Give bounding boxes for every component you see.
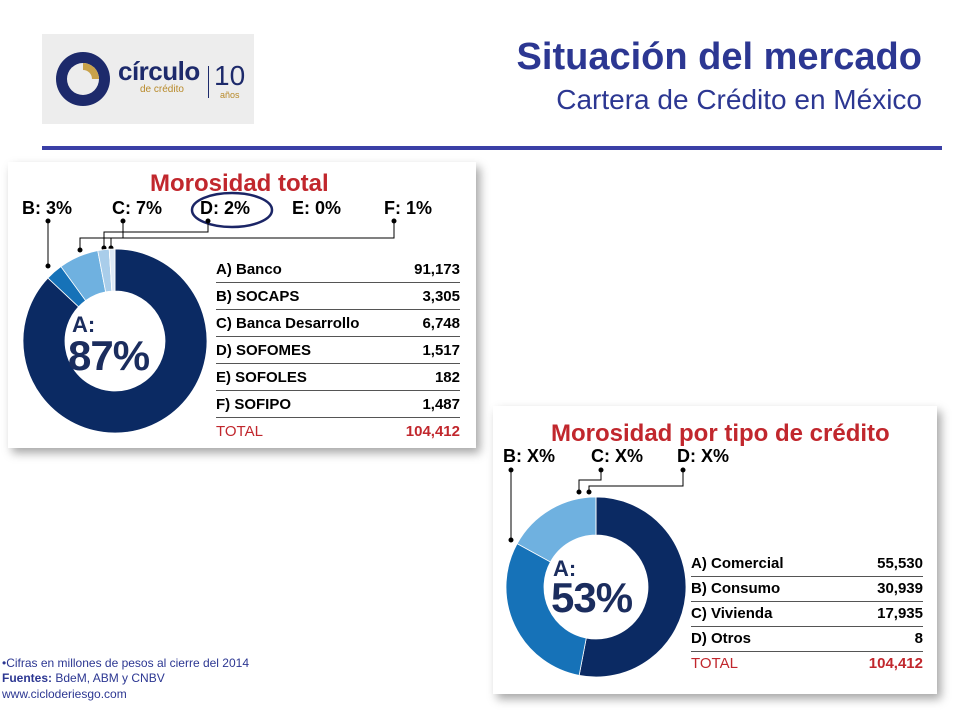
morosidad-total-panel: Morosidad total B: 3% C: 7% D: 2% E: 0% … bbox=[8, 162, 476, 448]
row-label: D) SOFOMES bbox=[216, 342, 312, 359]
company-logo: círculo de crédito 10 años bbox=[42, 34, 254, 124]
row-label: D) Otros bbox=[691, 630, 751, 647]
footnote-units: •Cifras en millones de pesos al cierre d… bbox=[2, 656, 249, 670]
table-row: C) Banca Desarrollo 6,748 bbox=[216, 310, 460, 337]
segment-label-e: E: 0% bbox=[292, 198, 342, 218]
row-value: 55,530 bbox=[877, 555, 923, 572]
row-value: 6,748 bbox=[422, 315, 460, 332]
row-label: C) Banca Desarrollo bbox=[216, 315, 360, 332]
segment-label-c: C: 7% bbox=[112, 198, 163, 218]
slice-f bbox=[108, 248, 116, 292]
segment-label-c: C: X% bbox=[591, 446, 644, 466]
slice-b bbox=[505, 543, 587, 676]
table-row: C) Vivienda 17,935 bbox=[691, 600, 923, 627]
row-value: 8 bbox=[914, 630, 923, 647]
table-row: B) Consumo 30,939 bbox=[691, 575, 923, 602]
table-row: A) Comercial 55,530 bbox=[691, 550, 923, 577]
footnote-website: www.cicloderiesgo.com bbox=[2, 687, 127, 701]
row-label: B) Consumo bbox=[691, 580, 781, 597]
header-divider bbox=[42, 146, 942, 150]
table-row: A) Banco 91,173 bbox=[216, 256, 460, 283]
donut-chart-total bbox=[22, 248, 208, 434]
row-value: 1,487 bbox=[422, 396, 460, 413]
panel-title: Morosidad por tipo de crédito bbox=[551, 420, 890, 447]
table-total-row: TOTAL 104,412 bbox=[216, 418, 460, 444]
table-row: F) SOFIPO 1,487 bbox=[216, 391, 460, 418]
center-value: 53% bbox=[551, 574, 633, 621]
total-label: TOTAL bbox=[216, 423, 263, 440]
table-row: E) SOFOLES 182 bbox=[216, 364, 460, 391]
segment-leader-lines bbox=[508, 467, 686, 543]
row-label: A) Comercial bbox=[691, 555, 784, 572]
sources-label: Fuentes: bbox=[2, 671, 53, 685]
table-row: B) SOCAPS 3,305 bbox=[216, 283, 460, 310]
table-total-row: TOTAL 104,412 bbox=[691, 650, 923, 676]
logo-mark-icon bbox=[56, 52, 110, 106]
total-value: 104,412 bbox=[868, 655, 923, 672]
row-value: 91,173 bbox=[414, 261, 460, 278]
logo-brand: círculo bbox=[118, 56, 200, 86]
row-value: 1,517 bbox=[422, 342, 460, 359]
row-label: C) Vivienda bbox=[691, 605, 773, 622]
segment-label-f: F: 1% bbox=[384, 198, 433, 218]
center-label: A: bbox=[553, 556, 577, 581]
row-label: A) Banco bbox=[216, 261, 282, 278]
row-value: 30,939 bbox=[877, 580, 923, 597]
segment-label-b: B: X% bbox=[503, 446, 556, 466]
row-value: 182 bbox=[434, 369, 460, 386]
segment-label-b: B: 3% bbox=[22, 198, 73, 218]
segment-leader-lines bbox=[45, 191, 397, 269]
sources-value: BdeM, ABM y CNBV bbox=[52, 671, 165, 685]
logo-brand-sub: de crédito bbox=[140, 84, 184, 95]
table-row: D) Otros 8 bbox=[691, 625, 923, 652]
slice-a bbox=[22, 248, 208, 434]
page-subtitle: Cartera de Crédito en México bbox=[556, 84, 922, 115]
donut-chart-tipo bbox=[505, 496, 687, 678]
total-label: TOTAL bbox=[691, 655, 738, 672]
page-title: Situación del mercado bbox=[516, 36, 922, 78]
row-value: 3,305 bbox=[422, 288, 460, 305]
center-label: A: bbox=[72, 312, 96, 337]
row-value: 17,935 bbox=[877, 605, 923, 622]
logo-years: 10 bbox=[214, 60, 246, 91]
logo-divider bbox=[208, 66, 209, 98]
total-value: 104,412 bbox=[405, 423, 460, 440]
row-label: E) SOFOLES bbox=[216, 369, 307, 386]
table-row: D) SOFOMES 1,517 bbox=[216, 337, 460, 364]
center-value: 87% bbox=[68, 332, 150, 379]
morosidad-por-tipo-panel: Morosidad por tipo de crédito B: X% C: X… bbox=[493, 406, 937, 694]
segment-label-d: D: 2% bbox=[200, 198, 251, 218]
segment-label-d: D: X% bbox=[677, 446, 730, 466]
highlight-circle bbox=[190, 191, 274, 229]
footnote-sources: Fuentes: BdeM, ABM y CNBV bbox=[2, 671, 165, 685]
row-label: F) SOFIPO bbox=[216, 396, 291, 413]
slice-a bbox=[578, 496, 687, 678]
row-label: B) SOCAPS bbox=[216, 288, 300, 305]
logo-years-sub: años bbox=[220, 90, 240, 100]
